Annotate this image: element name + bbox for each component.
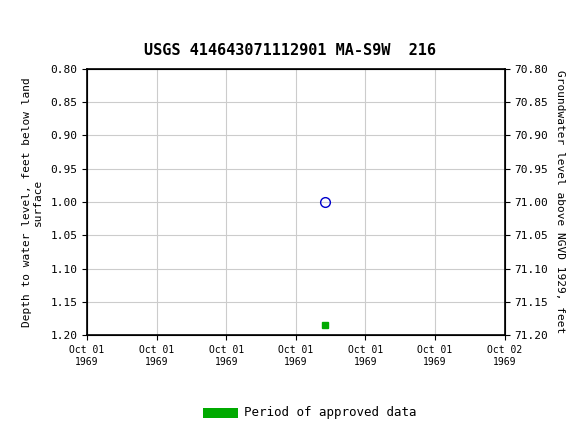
Y-axis label: Groundwater level above NGVD 1929, feet: Groundwater level above NGVD 1929, feet — [555, 71, 565, 334]
Text: █USGS: █USGS — [9, 15, 67, 37]
Text: USGS 414643071112901 MA-S9W  216: USGS 414643071112901 MA-S9W 216 — [144, 43, 436, 58]
Y-axis label: Depth to water level, feet below land
surface: Depth to water level, feet below land su… — [21, 77, 44, 327]
FancyBboxPatch shape — [203, 408, 238, 418]
Text: Period of approved data: Period of approved data — [244, 406, 416, 419]
